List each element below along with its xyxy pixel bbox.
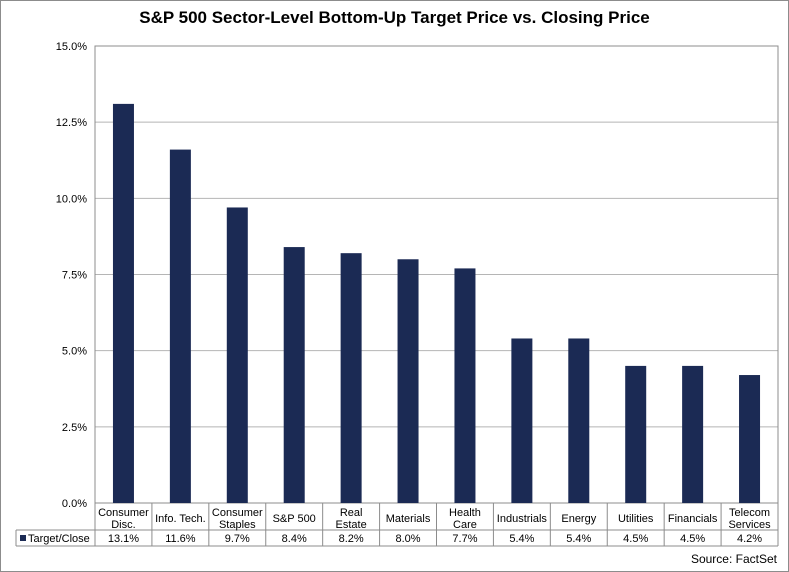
category-label: Staples — [219, 519, 256, 531]
category-label: Consumer — [212, 507, 263, 519]
series-name: Target/Close — [28, 533, 90, 545]
bar — [397, 259, 419, 503]
category-label: Energy — [561, 513, 596, 525]
chart-title: S&P 500 Sector-Level Bottom-Up Target Pr… — [139, 8, 650, 27]
data-label: 4.5% — [623, 533, 648, 545]
category-label: Disc. — [111, 519, 135, 531]
data-label: 4.5% — [680, 533, 705, 545]
bar — [340, 253, 362, 503]
data-label: 8.4% — [282, 533, 307, 545]
category-label: Health — [449, 507, 481, 519]
category-label: Telecom — [729, 507, 770, 519]
category-label: Financials — [668, 513, 718, 525]
category-label: Industrials — [497, 513, 548, 525]
category-label: S&P 500 — [273, 513, 316, 525]
source-note: Source: FactSet — [690, 552, 777, 566]
y-tick-label: 15.0% — [56, 41, 87, 53]
y-tick-label: 5.0% — [62, 346, 87, 358]
y-tick-label: 0.0% — [62, 498, 87, 510]
category-label: Estate — [336, 519, 367, 531]
bar — [112, 103, 134, 504]
y-tick-label: 12.5% — [56, 117, 87, 129]
data-label: 7.7% — [452, 533, 477, 545]
y-tick-label: 7.5% — [62, 270, 87, 282]
category-label: Real — [340, 507, 363, 519]
bar — [511, 338, 533, 503]
data-label: 8.2% — [339, 533, 364, 545]
bar — [682, 365, 704, 503]
category-label: Materials — [386, 513, 431, 525]
category-label: Utilities — [618, 513, 654, 525]
bar — [226, 207, 248, 503]
y-tick-label: 10.0% — [56, 193, 87, 205]
bar — [739, 375, 761, 503]
data-label: 11.6% — [165, 533, 196, 545]
data-label: 5.4% — [509, 533, 534, 545]
data-label: 8.0% — [396, 533, 421, 545]
category-label: Services — [728, 519, 771, 531]
data-label: 4.2% — [737, 533, 762, 545]
data-label: 13.1% — [108, 533, 139, 545]
category-label: Care — [453, 519, 477, 531]
data-label: 9.7% — [225, 533, 250, 545]
bar — [283, 247, 305, 503]
category-label: Info. Tech. — [155, 513, 206, 525]
bar — [169, 149, 191, 503]
legend-key — [20, 535, 26, 541]
data-label: 5.4% — [566, 533, 591, 545]
bar — [568, 338, 590, 503]
bar — [454, 268, 476, 503]
bar — [625, 365, 647, 503]
category-label: Consumer — [98, 507, 149, 519]
y-tick-label: 2.5% — [62, 422, 87, 434]
